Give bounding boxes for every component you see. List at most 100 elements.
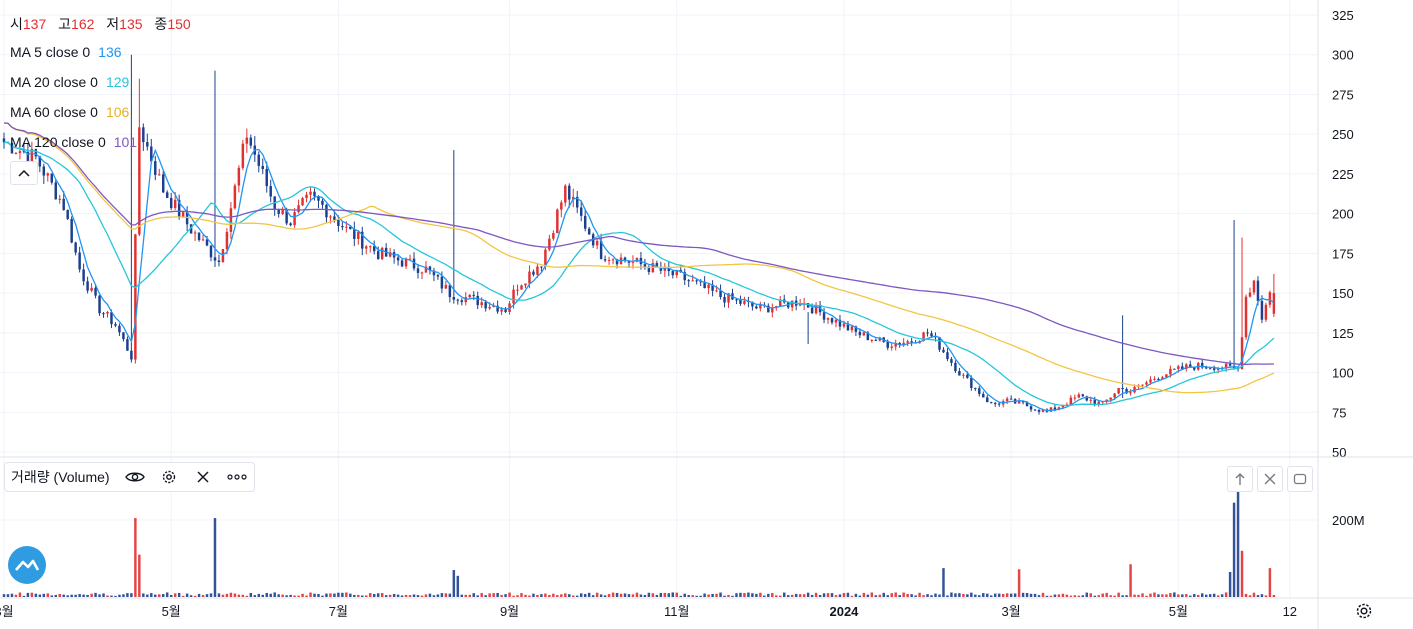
candle-body — [643, 264, 647, 267]
volume-bar — [122, 594, 125, 597]
volume-bar — [1005, 593, 1009, 597]
volume-bar — [233, 593, 237, 597]
volume-bar — [158, 594, 161, 597]
candle-body — [814, 305, 818, 314]
candle-body — [1141, 384, 1144, 386]
candle-body — [396, 257, 400, 261]
volume-bar — [357, 594, 360, 597]
volume-bar — [416, 595, 420, 597]
volume-bar — [1017, 569, 1021, 597]
candle-body — [293, 212, 296, 226]
volume-bar — [743, 593, 746, 597]
volume-bar — [480, 593, 483, 597]
candle-body — [1240, 337, 1244, 370]
indicator-label: MA 20 close 0 — [10, 74, 98, 90]
move-pane-up-button[interactable] — [1227, 466, 1253, 492]
delete-pane-button[interactable] — [1257, 466, 1283, 492]
close-value: 150 — [167, 16, 191, 32]
indicator-value: 129 — [105, 74, 130, 90]
volume-bar — [1053, 594, 1057, 597]
volume-bar — [806, 592, 810, 597]
candle-body — [78, 252, 81, 270]
volume-bar — [265, 592, 268, 597]
volume-bar — [1161, 594, 1164, 597]
volume-bar — [169, 595, 173, 597]
indicator-ma5[interactable]: MA 5 close 0 136 — [10, 44, 122, 60]
volume-bar — [249, 592, 253, 597]
volume-bar — [1224, 592, 1228, 597]
candle-body — [277, 209, 280, 214]
price-tick-label: 100 — [1332, 366, 1354, 381]
volume-bar — [703, 593, 706, 597]
volume-bar — [74, 594, 77, 597]
price-tick-label: 175 — [1332, 246, 1354, 261]
volume-bar — [926, 594, 929, 597]
candle-body — [1009, 398, 1013, 400]
candle-body — [826, 318, 830, 320]
eye-icon[interactable] — [124, 466, 146, 488]
candle-body — [1029, 406, 1033, 410]
volume-bar — [1073, 595, 1077, 597]
candle-body — [834, 319, 838, 323]
candle-body — [886, 341, 889, 348]
gear-icon[interactable] — [158, 466, 180, 488]
chart-logo-icon[interactable] — [8, 546, 46, 584]
candle-body — [719, 290, 722, 297]
candle-body — [444, 285, 448, 289]
candle-body — [854, 326, 858, 332]
candle-body — [317, 196, 320, 201]
candle-body — [866, 332, 870, 341]
candle-body — [830, 318, 834, 323]
candle-body — [655, 263, 659, 268]
volume-bar — [58, 594, 61, 597]
maximize-pane-button[interactable] — [1287, 466, 1313, 492]
collapse-legend-button[interactable] — [10, 161, 38, 185]
candle-body — [898, 343, 901, 345]
volume-bar — [94, 592, 97, 597]
volume-bar — [595, 592, 599, 597]
candle-body — [341, 225, 344, 228]
volume-bar — [990, 595, 993, 597]
candle-body — [94, 287, 97, 296]
candle-body — [1173, 368, 1176, 370]
volume-bar — [1153, 592, 1156, 597]
volume-bar — [440, 593, 444, 597]
volume-bar — [775, 595, 778, 597]
candle-body — [30, 148, 34, 162]
volume-bar — [786, 595, 790, 597]
candle-body — [189, 224, 193, 234]
volume-bar — [524, 594, 527, 597]
indicator-ma120[interactable]: MA 120 close 0 101 — [10, 134, 137, 150]
candle-body — [209, 245, 213, 258]
candle-body — [416, 268, 420, 273]
settings-gear-icon[interactable] — [1352, 599, 1376, 623]
candle-body — [86, 281, 89, 291]
indicator-ma60[interactable]: MA 60 close 0 106 — [10, 104, 129, 120]
volume-bar — [448, 593, 452, 597]
volume-bar — [1089, 593, 1092, 597]
volume-bar — [380, 593, 384, 597]
volume-bar — [986, 593, 989, 597]
indicator-ma20[interactable]: MA 20 close 0 129 — [10, 74, 129, 90]
volume-bar — [1165, 594, 1168, 597]
candle-body — [54, 182, 57, 200]
volume-bar — [146, 594, 149, 597]
candle-body — [337, 219, 340, 226]
more-icon[interactable] — [226, 466, 248, 488]
candle-body — [524, 283, 527, 286]
volume-bar — [1097, 595, 1100, 597]
volume-bar — [1045, 595, 1049, 597]
volume-bar — [353, 594, 356, 597]
volume-bar — [1232, 502, 1236, 597]
grid-lines — [0, 0, 1318, 597]
candle-body — [488, 306, 491, 309]
candle-body — [1157, 378, 1160, 380]
candle-body — [2, 138, 6, 143]
volume-bar — [273, 592, 276, 597]
volume-bar — [1200, 593, 1204, 597]
volume-bar — [830, 593, 834, 597]
volume-bar — [1181, 594, 1184, 597]
volume-bar — [221, 594, 225, 597]
close-icon[interactable] — [192, 466, 214, 488]
